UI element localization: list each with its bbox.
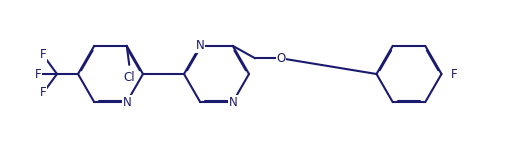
Text: O: O (277, 52, 286, 65)
Text: F: F (40, 48, 46, 62)
Text: N: N (196, 39, 205, 52)
Text: F: F (35, 68, 42, 81)
Text: F: F (40, 87, 46, 99)
Text: F: F (450, 68, 457, 81)
Text: N: N (123, 96, 131, 109)
Text: Cl: Cl (124, 71, 135, 84)
Text: N: N (228, 96, 237, 109)
